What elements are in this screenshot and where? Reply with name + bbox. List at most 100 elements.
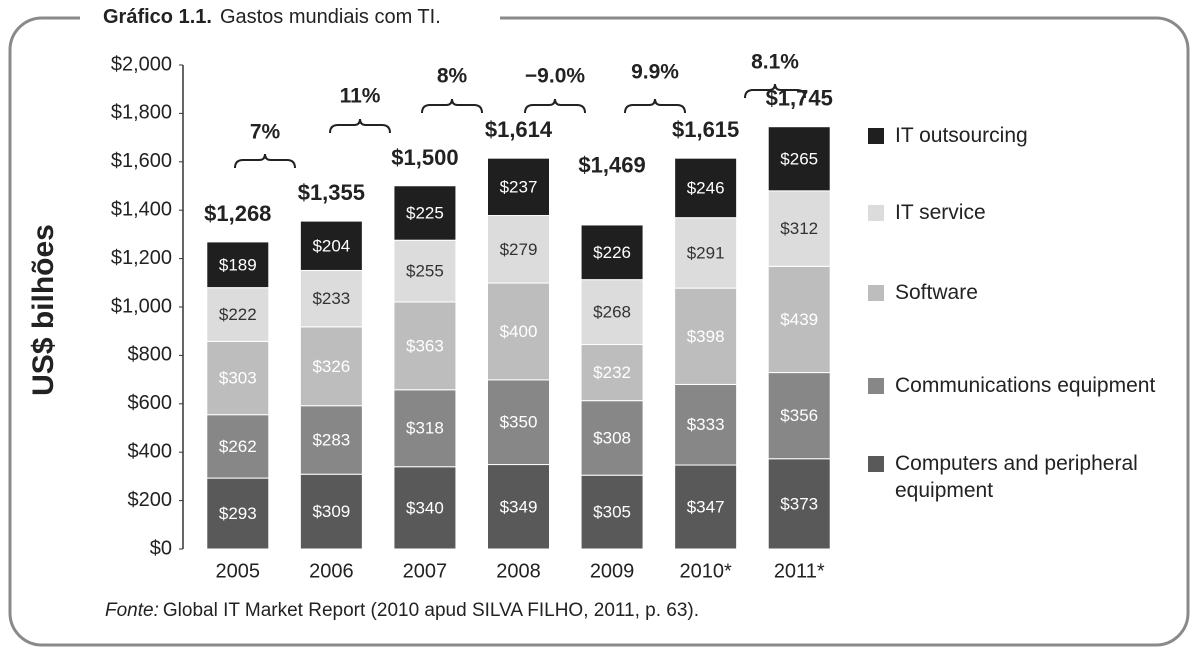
value-label: $237 bbox=[500, 177, 538, 196]
value-label: $398 bbox=[687, 327, 725, 346]
bar-segment bbox=[393, 389, 457, 468]
bar-segment bbox=[299, 269, 363, 328]
value-label: $318 bbox=[406, 419, 444, 438]
value-label: $255 bbox=[406, 262, 444, 281]
value-label: $222 bbox=[219, 305, 257, 324]
value-label: $356 bbox=[780, 406, 818, 425]
value-label: $279 bbox=[500, 240, 538, 259]
legend-swatch bbox=[868, 205, 884, 221]
legend-label: Communications equipment bbox=[895, 374, 1156, 397]
bar-segment bbox=[580, 400, 644, 476]
value-label: $262 bbox=[219, 437, 257, 456]
source-text: Global IT Market Report (2010 apud SILVA… bbox=[163, 600, 699, 621]
y-tick-label: $1,800 bbox=[111, 102, 172, 124]
title-gap bbox=[80, 5, 500, 33]
brace bbox=[624, 98, 686, 114]
growth-label: 7% bbox=[250, 121, 281, 144]
value-label: $233 bbox=[312, 289, 350, 308]
growth-label: 8.1% bbox=[751, 51, 799, 74]
total-label: $1,615 bbox=[672, 117, 739, 142]
bar-segment bbox=[393, 185, 457, 241]
brace bbox=[234, 153, 296, 169]
bar-segment bbox=[206, 241, 270, 289]
value-label: $225 bbox=[406, 203, 444, 222]
title-number: Gráfico 1.1. bbox=[103, 6, 212, 28]
value-label: $293 bbox=[219, 504, 257, 523]
legend-swatch bbox=[868, 128, 884, 144]
legend-label: IT service bbox=[895, 201, 986, 224]
value-label: $268 bbox=[593, 303, 631, 322]
bar-segment bbox=[487, 215, 550, 284]
legend-label: IT outsourcing bbox=[895, 124, 1028, 147]
bar-segment bbox=[206, 287, 270, 342]
value-label: $283 bbox=[312, 430, 350, 449]
bar-segment bbox=[487, 282, 550, 381]
value-label: $350 bbox=[500, 413, 538, 432]
value-label: $232 bbox=[593, 363, 631, 382]
source-prefix: Fonte: bbox=[105, 600, 159, 621]
total-label: $1,355 bbox=[298, 180, 365, 205]
growth-label: 9.9% bbox=[631, 61, 679, 84]
value-label: $400 bbox=[500, 322, 538, 341]
title-text: Gastos mundiais com TI. bbox=[220, 6, 441, 28]
bar-segment bbox=[299, 405, 363, 475]
growth-label: 8% bbox=[437, 65, 468, 88]
y-tick-label: $1,400 bbox=[111, 198, 172, 220]
y-tick-label: $1,000 bbox=[111, 295, 172, 317]
value-label: $439 bbox=[780, 310, 818, 329]
bar-segment bbox=[393, 301, 457, 391]
value-label: $347 bbox=[687, 497, 725, 516]
bar-segment bbox=[487, 157, 550, 217]
value-label: $291 bbox=[687, 243, 725, 262]
bar-segment bbox=[299, 220, 363, 271]
x-tick-label: 2006 bbox=[309, 560, 354, 582]
x-tick-label: 2010* bbox=[680, 560, 732, 582]
value-label: $326 bbox=[312, 357, 350, 376]
bar-segment bbox=[487, 464, 550, 550]
y-tick-label: $1,600 bbox=[111, 150, 172, 172]
bar-segment bbox=[393, 466, 457, 550]
value-label: $204 bbox=[312, 236, 350, 255]
growth-label: −9.0% bbox=[525, 65, 585, 88]
y-tick-label: $1,200 bbox=[111, 247, 172, 269]
value-label: $363 bbox=[406, 336, 444, 355]
frame bbox=[8, 16, 1190, 647]
value-label: $333 bbox=[687, 415, 725, 434]
bar-segment bbox=[487, 379, 550, 466]
brace bbox=[744, 83, 806, 99]
y-axis-label: US$ bilhões bbox=[27, 224, 60, 396]
bar-segment bbox=[767, 126, 831, 192]
value-label: $246 bbox=[687, 178, 725, 197]
legend-swatch bbox=[868, 285, 884, 301]
total-label: $1,268 bbox=[204, 201, 271, 226]
growth-label: 11% bbox=[340, 85, 381, 108]
legend-label: Computers and peripheral equipment bbox=[895, 452, 1138, 502]
brace bbox=[329, 118, 391, 134]
x-tick-label: 2005 bbox=[216, 560, 261, 582]
x-tick-label: 2009 bbox=[590, 560, 635, 582]
legend-label: Software bbox=[895, 281, 978, 304]
value-label: $312 bbox=[780, 219, 818, 238]
value-label: $265 bbox=[780, 149, 818, 168]
legend-swatch bbox=[868, 456, 884, 472]
bar-segment bbox=[674, 383, 738, 466]
brace bbox=[421, 98, 483, 114]
y-tick-label: $2,000 bbox=[111, 53, 172, 75]
x-tick-label: 2007 bbox=[403, 560, 448, 582]
total-label: $1,614 bbox=[485, 117, 553, 142]
bar-segment bbox=[580, 279, 644, 346]
y-tick-label: $600 bbox=[128, 392, 173, 414]
value-label: $309 bbox=[312, 502, 350, 521]
value-label: $303 bbox=[219, 369, 257, 388]
bar-segment bbox=[674, 157, 738, 219]
value-label: $373 bbox=[780, 494, 818, 513]
bar-segment bbox=[393, 239, 457, 303]
bar-segment bbox=[580, 344, 644, 402]
x-tick-label: 2008 bbox=[496, 560, 541, 582]
value-label: $349 bbox=[500, 497, 538, 516]
value-label: $226 bbox=[593, 243, 631, 262]
value-label: $340 bbox=[406, 498, 444, 517]
bar-segment bbox=[580, 224, 644, 281]
source: Fonte: Global IT Market Report (2010 apud… bbox=[105, 600, 699, 621]
